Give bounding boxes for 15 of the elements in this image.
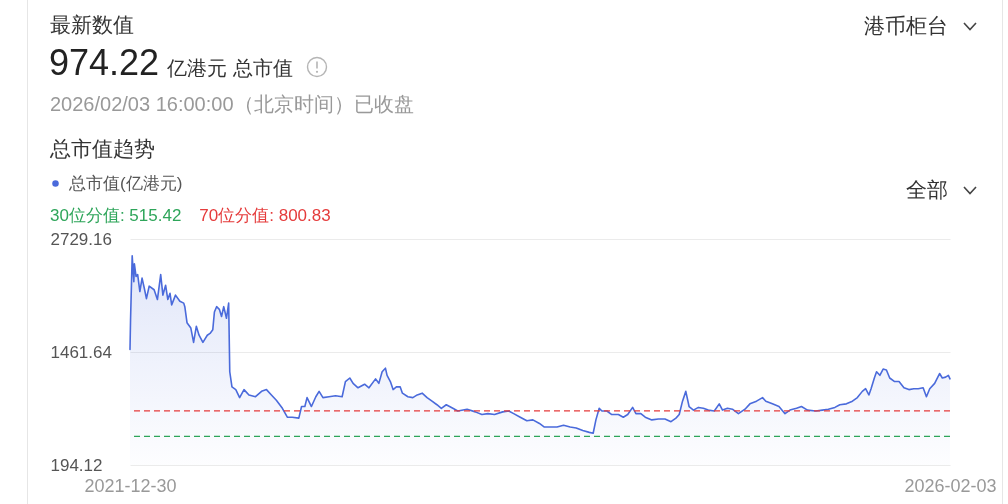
text: 亿港元 总市值 bbox=[167, 57, 293, 80]
chart-title: 总市值趋势 bbox=[50, 137, 155, 162]
x-tick-label: 2021-12-30 bbox=[84, 475, 177, 496]
ref-line-label: 70位分值: 800.83 bbox=[199, 206, 331, 226]
y-tick-label: 194.12 bbox=[50, 455, 103, 475]
y-tick-label: 2729.16 bbox=[50, 229, 112, 249]
text: 全部 bbox=[906, 178, 948, 203]
text: 港币柜台 bbox=[864, 14, 948, 39]
text: 2026/02/03 16:00:00（北京时间）已收盘 bbox=[50, 93, 414, 116]
text: 974.22 bbox=[49, 42, 160, 84]
ref-line-label: 30位分值: 515.42 bbox=[50, 206, 182, 226]
text: 最新数值 bbox=[50, 13, 134, 38]
x-tick-label: 2026-02-03 bbox=[904, 475, 997, 496]
legend-label: 总市值(亿港元) bbox=[68, 173, 183, 193]
y-tick-label: 1461.64 bbox=[50, 342, 112, 362]
